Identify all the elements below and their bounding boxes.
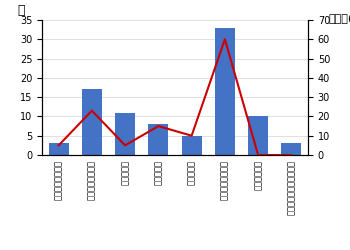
Bar bbox=[215, 28, 235, 155]
Bar bbox=[148, 124, 168, 155]
Bar bbox=[82, 90, 102, 155]
Bar bbox=[281, 144, 301, 155]
Bar bbox=[49, 144, 69, 155]
Y-axis label: 被災率(%): 被災率(%) bbox=[328, 13, 350, 23]
Bar bbox=[182, 136, 202, 155]
Y-axis label: 件: 件 bbox=[17, 4, 25, 17]
Bar bbox=[248, 116, 268, 155]
Bar bbox=[115, 112, 135, 155]
